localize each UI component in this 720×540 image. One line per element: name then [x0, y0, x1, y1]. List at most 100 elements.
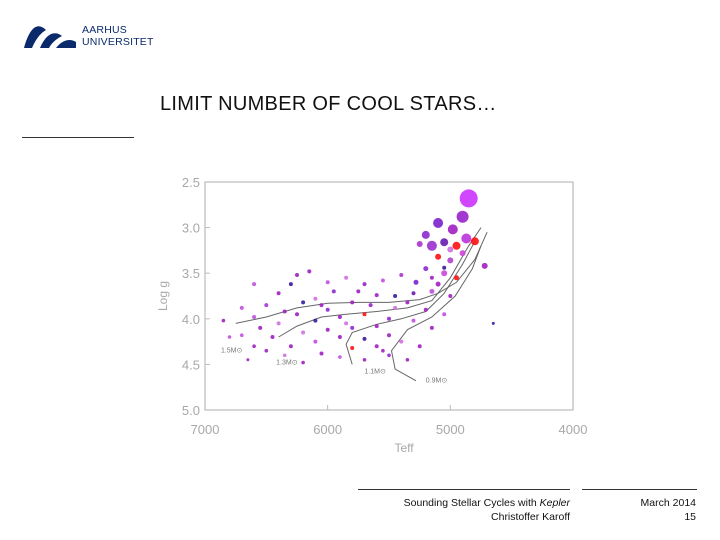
star-point [459, 250, 466, 257]
evolution-track-label: 0.9M⊙ [426, 378, 448, 385]
star-point [435, 281, 441, 287]
star-point [276, 291, 281, 296]
footer-subtitle-prefix: Sounding Stellar Cycles with [403, 497, 540, 509]
star-point [344, 321, 349, 326]
star-point [362, 336, 367, 341]
star-point [264, 348, 269, 353]
star-point [442, 312, 447, 317]
star-point [368, 303, 373, 308]
star-point [393, 305, 398, 310]
hr-diagram-chart: 7000 6000 5000 4000 2.5 3.0 3.5 4.0 4.5 5.0 Teff Lo… [156, 175, 587, 455]
star-point [374, 293, 379, 298]
star-point [393, 294, 398, 298]
y-tick-label: 3.5 [182, 266, 200, 281]
star-point [405, 358, 410, 362]
star-point [447, 246, 454, 253]
footer-date-block: March 2014 15 [641, 496, 696, 524]
star-point [252, 344, 256, 348]
star-point [325, 280, 330, 285]
footer-date: March 2014 [640, 497, 696, 509]
star-point [258, 325, 263, 330]
star-point [411, 318, 416, 323]
star-point [252, 282, 257, 287]
star-point [313, 339, 318, 344]
star-point [459, 189, 478, 208]
star-point [331, 289, 336, 294]
star-point [313, 296, 318, 301]
footer-author: Christoffer Karoff [491, 511, 570, 523]
star-point [319, 351, 324, 356]
star-point [481, 262, 488, 269]
star-point [423, 307, 428, 312]
star-point [301, 300, 306, 305]
star-point [362, 312, 367, 317]
y-tick-label: 3.0 [182, 221, 200, 236]
slide-title: LIMIT NUMBER OF COOL STARS… [160, 93, 497, 115]
aarhus-logo-icon [24, 26, 76, 48]
footer-rule-right [582, 489, 697, 490]
star-point [252, 315, 257, 319]
star-point [337, 335, 342, 339]
star-point [417, 344, 422, 349]
plot-frame [204, 181, 574, 411]
star-point [399, 339, 404, 344]
star-point [380, 278, 385, 283]
star-point [429, 325, 434, 330]
star-point [270, 335, 275, 339]
star-point [288, 344, 293, 349]
star-point [301, 330, 306, 335]
star-point [399, 273, 404, 277]
star-point [429, 288, 435, 294]
star-point [456, 210, 469, 223]
evolution-track-line [390, 245, 482, 382]
star-point [338, 355, 342, 359]
star-point [295, 273, 299, 277]
star-point [452, 241, 461, 250]
star-point [295, 312, 299, 317]
star-point [423, 266, 429, 272]
star-point [447, 257, 454, 264]
star-point [441, 270, 448, 277]
star-point [227, 335, 232, 339]
star-point [221, 318, 226, 323]
x-axis-label: Teff [394, 441, 414, 455]
star-point [325, 327, 330, 332]
star-point [440, 238, 449, 247]
evolution-track-label: 1.3M⊙ [276, 359, 298, 366]
star-point [282, 353, 287, 358]
star-point [387, 316, 391, 321]
star-point [362, 358, 367, 362]
star-point [448, 294, 453, 298]
star-point [381, 348, 385, 353]
star-point [421, 230, 430, 239]
star-point [461, 233, 472, 244]
star-point [301, 360, 305, 365]
star-point [374, 324, 379, 329]
y-tick-label: 4.0 [182, 312, 200, 327]
star-point [350, 300, 355, 305]
star-point [239, 305, 244, 310]
star-point [319, 303, 324, 308]
star-point [426, 240, 437, 251]
star-point [416, 241, 423, 247]
y-tick-label: 2.5 [182, 175, 200, 190]
evolution-track-line [345, 241, 476, 365]
star-point [433, 218, 444, 228]
y-tick-label: 5.0 [182, 403, 200, 418]
university-line1: AARHUS [82, 24, 127, 36]
evolution-track-label: 1.1M⊙ [364, 369, 386, 376]
university-name: AARHUS UNIVERSITET [82, 24, 154, 48]
page-number: 15 [684, 511, 696, 523]
star-point [246, 358, 250, 362]
star-point [374, 344, 379, 349]
evolution-track-line [278, 227, 482, 338]
star-point [435, 253, 442, 260]
star-point [387, 333, 391, 338]
star-point [282, 309, 287, 314]
star-point [350, 325, 355, 330]
star-point [288, 282, 293, 287]
star-point [337, 315, 342, 319]
star-point [276, 321, 281, 326]
star-point [307, 269, 312, 274]
evolution-track-line [235, 231, 488, 324]
